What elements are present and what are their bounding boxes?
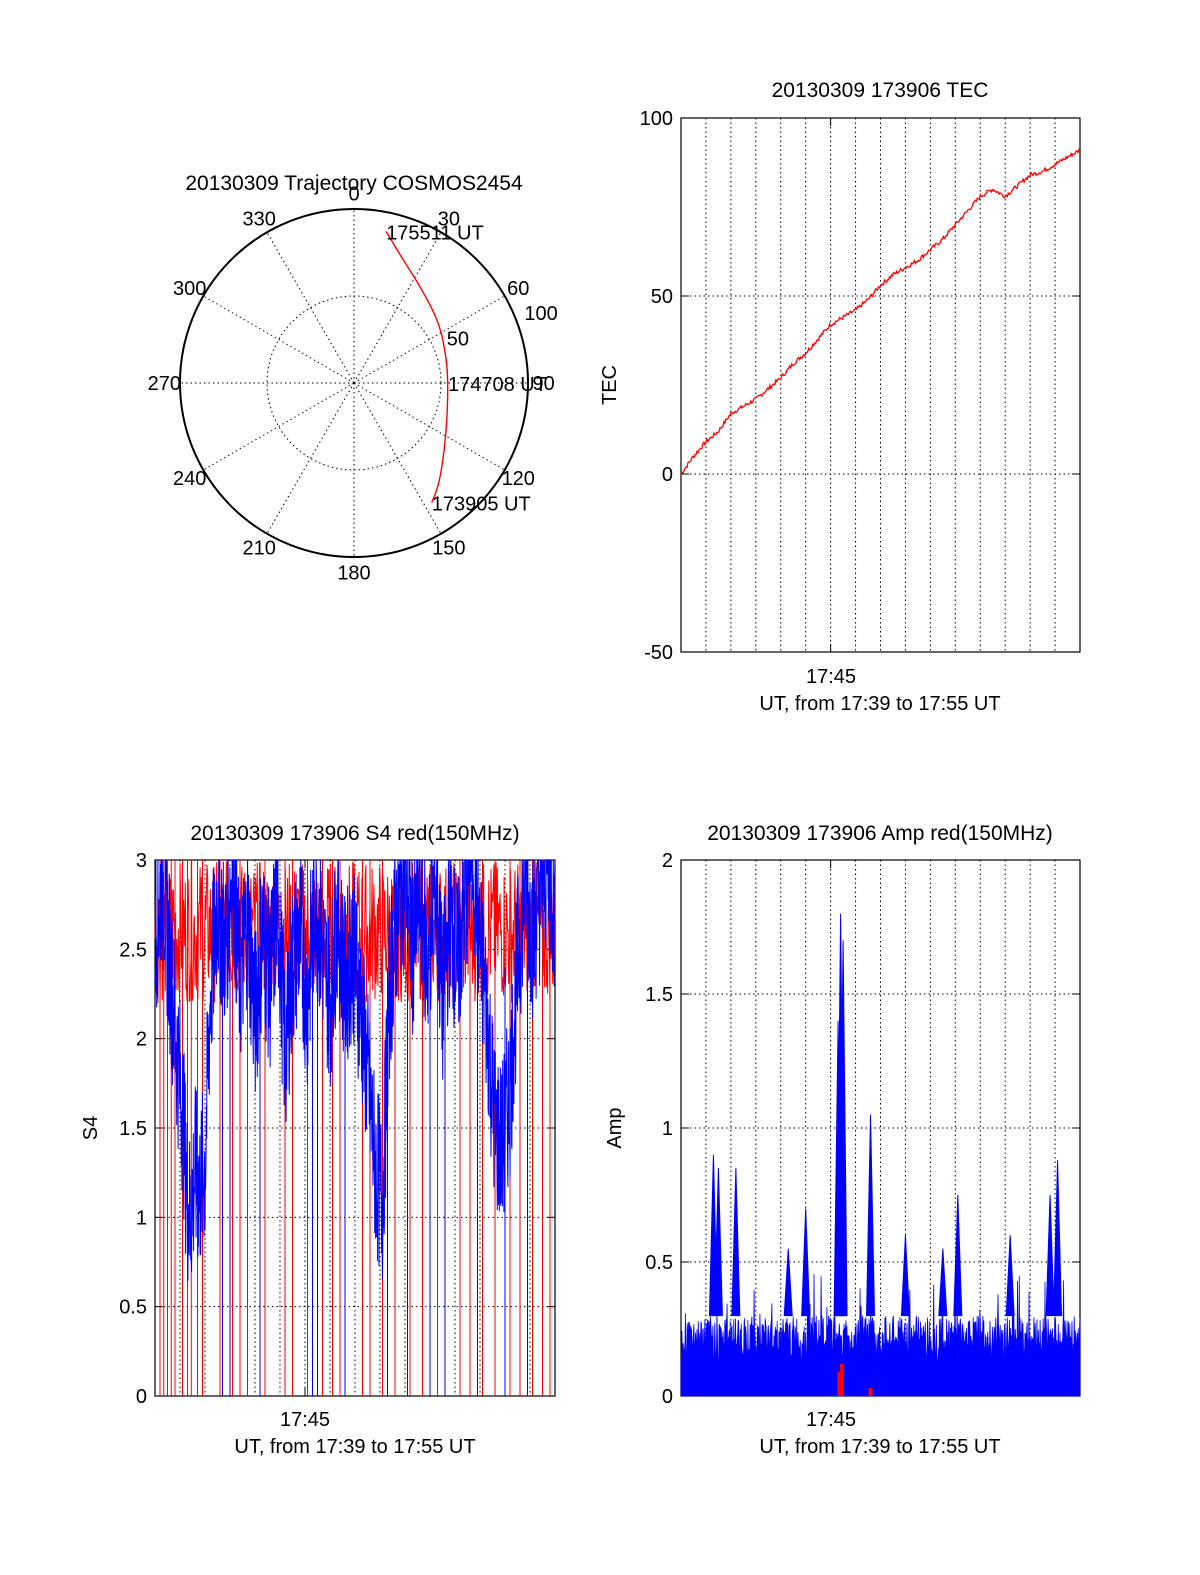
- tec-xtick-label: 17:45: [806, 666, 856, 688]
- radial-label: 100: [524, 303, 557, 325]
- trajectory-polar-chart: 20130309 Trajectory COSMOS2454 0 30 60 90 12…: [148, 172, 558, 585]
- s4-title: 20130309 173906 S4 red(150MHz): [190, 822, 519, 845]
- s4-blue-series: [154, 859, 556, 1282]
- amp-blue-peak: [1045, 1194, 1055, 1317]
- azimuth-label: 330: [242, 209, 275, 231]
- plot-frame: [154, 859, 556, 1397]
- y-tick-label: 0.5: [645, 1252, 673, 1274]
- azimuth-label: 240: [173, 468, 206, 490]
- y-tick-label: 0: [136, 1386, 147, 1408]
- amp-blue-peak: [900, 1235, 910, 1317]
- amp-red-peak: [868, 1387, 873, 1396]
- azimuth-label: 120: [502, 468, 535, 490]
- amp-blue-peak: [1005, 1235, 1015, 1317]
- amp-ylabel: Amp: [604, 1107, 626, 1148]
- satellite-track-line: [385, 231, 449, 503]
- azimuth-label: 180: [337, 563, 370, 585]
- tec-xlabel: UT, from 17:39 to 17:55 UT: [759, 693, 1000, 715]
- y-tick-label: 1.5: [645, 984, 673, 1006]
- s4-chart: 20130309 173906 S4 red(150MHz) S4 UT, fr…: [80, 822, 556, 1458]
- amp-blue-peak: [783, 1248, 793, 1317]
- amp-red-peak: [839, 1363, 844, 1396]
- tec-series-line: [680, 147, 1081, 475]
- y-tick-label: 2: [136, 1029, 147, 1051]
- amp-blue-peak: [1053, 1160, 1063, 1317]
- y-tick-label: 2.5: [119, 939, 147, 961]
- amp-blue-peak: [838, 940, 848, 1317]
- tec-chart: 20130309 173906 TEC TEC UT, from 17:39 t…: [599, 79, 1081, 715]
- track-time-label: 174708 UT: [448, 374, 547, 396]
- amp-blue-peak: [938, 1248, 948, 1317]
- amp-blue-peak: [713, 1168, 723, 1317]
- azimuth-label: 60: [507, 278, 529, 300]
- y-tick-label: 2: [662, 850, 673, 872]
- polar-spoke: [266, 382, 355, 534]
- y-tick-label: 0: [662, 464, 673, 486]
- amp-blue-peak: [866, 1114, 876, 1317]
- polar-spoke: [203, 295, 355, 384]
- azimuth-label: 300: [173, 278, 206, 300]
- polar-spoke: [266, 232, 355, 384]
- azimuth-label: 210: [242, 537, 275, 559]
- y-tick-label: 50: [651, 286, 673, 308]
- y-tick-label: 1: [136, 1207, 147, 1229]
- y-tick-label: 1: [662, 1118, 673, 1140]
- azimuth-label: 30: [438, 209, 460, 231]
- y-tick-label: -50: [644, 642, 673, 664]
- amp-blue-peak: [801, 1208, 811, 1317]
- amp-blue-peak: [731, 1168, 741, 1317]
- y-tick-label: 100: [640, 108, 673, 130]
- amp-chart: 20130309 173906 Amp red(150MHz) Amp UT, …: [604, 822, 1081, 1458]
- radial-label: 50: [447, 329, 469, 351]
- y-tick-label: 3: [136, 850, 147, 872]
- polar-outer-ring: [179, 208, 529, 558]
- amp-xlabel: UT, from 17:39 to 17:55 UT: [759, 1436, 1000, 1458]
- tec-ylabel: TEC: [599, 365, 621, 405]
- amp-blue-fill: [680, 1274, 1081, 1397]
- amp-xtick-label: 17:45: [806, 1409, 856, 1431]
- azimuth-label: 0: [348, 183, 359, 205]
- polar-spoke: [203, 382, 355, 471]
- azimuth-label: 270: [148, 373, 181, 395]
- tec-title: 20130309 173906 TEC: [772, 79, 989, 102]
- s4-ylabel: S4: [80, 1116, 102, 1140]
- s4-xlabel: UT, from 17:39 to 17:55 UT: [234, 1436, 475, 1458]
- azimuth-label: 90: [533, 373, 555, 395]
- s4-xtick-label: 17:45: [280, 1409, 330, 1431]
- amp-red-peak: [837, 1371, 842, 1396]
- amp-title: 20130309 173906 Amp red(150MHz): [707, 822, 1053, 845]
- plot-frame: [680, 117, 1081, 653]
- track-time-label: 175511 UT: [386, 223, 483, 245]
- y-tick-label: 1.5: [119, 1118, 147, 1140]
- azimuth-label: 150: [432, 537, 465, 559]
- y-tick-label: 0: [662, 1386, 673, 1408]
- track-time-label: 173905 UT: [432, 494, 531, 516]
- amp-blue-peak: [953, 1194, 963, 1317]
- polar-ring-50: [266, 295, 442, 471]
- y-tick-label: 0.5: [119, 1297, 147, 1319]
- trajectory-title: 20130309 Trajectory COSMOS2454: [185, 172, 523, 195]
